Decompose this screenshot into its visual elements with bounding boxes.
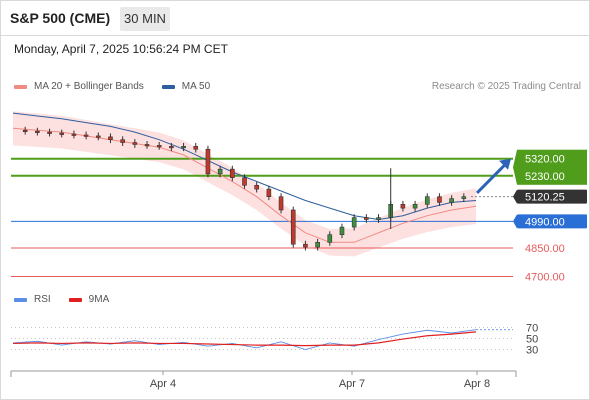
candle-body xyxy=(169,146,174,149)
candle-body xyxy=(303,243,308,248)
series-ma20 xyxy=(12,127,477,243)
candle-body xyxy=(364,217,369,220)
interval-selector[interactable]: 30 MIN xyxy=(120,7,170,31)
candle-body xyxy=(71,133,77,136)
rsi-tick-label: 70 xyxy=(526,323,538,335)
timestamp: Monday, April 7, 2025 10:56:24 PM CET xyxy=(14,42,228,56)
candle-body xyxy=(47,131,52,134)
level-label: 4700.00 xyxy=(525,272,565,284)
level-label: 5120.25 xyxy=(525,192,565,204)
level-label-pointer xyxy=(513,189,517,204)
candle-body xyxy=(424,196,430,205)
resistance-label-block xyxy=(517,149,587,185)
candle-body xyxy=(437,196,442,203)
rsi-tick-label: 30 xyxy=(526,345,538,357)
candle-body xyxy=(242,177,247,186)
resistance-label: 5320.00 xyxy=(525,154,565,166)
level-label-pointer xyxy=(513,214,517,229)
level-label-bg xyxy=(517,214,587,229)
chart-header: S&P 500 (CME) 30 MIN xyxy=(1,1,589,36)
legend-label-rsi: RSI xyxy=(34,294,51,305)
candle-body xyxy=(59,132,65,135)
x-tick-label: Apr 8 xyxy=(464,378,490,390)
legend-item-9ma: 9MA xyxy=(68,294,110,305)
candle-body xyxy=(327,234,333,243)
forecast-arrow-head xyxy=(499,158,511,170)
candle-body xyxy=(95,135,101,138)
candle-body xyxy=(412,204,418,209)
candle-body xyxy=(193,146,199,150)
legend-item-ma20: MA 20 + Bollinger Bands xyxy=(14,81,144,92)
legend-swatch-rsi xyxy=(14,297,27,302)
level-label-bg xyxy=(517,189,587,204)
candle-body xyxy=(315,242,320,248)
symbol-title: S&P 500 (CME) xyxy=(10,10,111,26)
legend-label-9ma: 9MA xyxy=(88,294,110,305)
rsi-series-9ma xyxy=(12,331,477,347)
rsi-tick-label: 50 xyxy=(526,334,538,346)
forecast-arrow-shaft xyxy=(475,161,509,194)
candle-body xyxy=(230,168,235,178)
candle-body xyxy=(205,148,211,175)
candle-body xyxy=(83,134,89,137)
legend-item-ma50: MA 50 xyxy=(161,81,211,92)
level-label: 4850.00 xyxy=(525,243,565,255)
candle-body xyxy=(144,144,150,147)
candle-body xyxy=(132,142,138,145)
legend-swatch-ma50 xyxy=(161,84,175,89)
candle-body xyxy=(290,209,296,245)
rsi-legend: RSI 9MA xyxy=(14,294,127,305)
candle-body xyxy=(22,129,28,132)
level-label: 4990.00 xyxy=(525,216,565,228)
price-legend: MA 20 + Bollinger Bands MA 50 xyxy=(14,81,228,92)
candle-body xyxy=(181,146,186,149)
candle-body xyxy=(400,204,406,209)
candle-body xyxy=(351,217,357,228)
x-tick-label: Apr 4 xyxy=(150,378,176,390)
legend-label-ma20: MA 20 + Bollinger Bands xyxy=(34,81,144,92)
legend-swatch-ma20 xyxy=(14,84,27,89)
resistance-pointer xyxy=(513,149,517,185)
candle-body xyxy=(120,139,125,143)
research-credit: Research © 2025 Trading Central xyxy=(431,81,581,92)
candle-body xyxy=(108,136,113,141)
legend-label-ma50: MA 50 xyxy=(181,81,211,92)
candle-body xyxy=(266,188,272,198)
candle-body xyxy=(156,145,162,148)
candle-body xyxy=(339,226,345,236)
candle-body xyxy=(278,196,284,211)
resistance-label: 5230.00 xyxy=(525,171,565,183)
candle-body xyxy=(217,168,223,175)
legend-item-rsi: RSI xyxy=(14,294,51,305)
rsi-series-rsi xyxy=(12,329,477,350)
legend-swatch-9ma xyxy=(68,297,82,302)
candle-body xyxy=(449,198,454,203)
candle-body xyxy=(461,196,467,199)
x-tick-label: Apr 7 xyxy=(339,378,365,390)
candle-body xyxy=(35,130,40,133)
candle-body xyxy=(376,217,381,220)
candle-body xyxy=(254,185,259,190)
